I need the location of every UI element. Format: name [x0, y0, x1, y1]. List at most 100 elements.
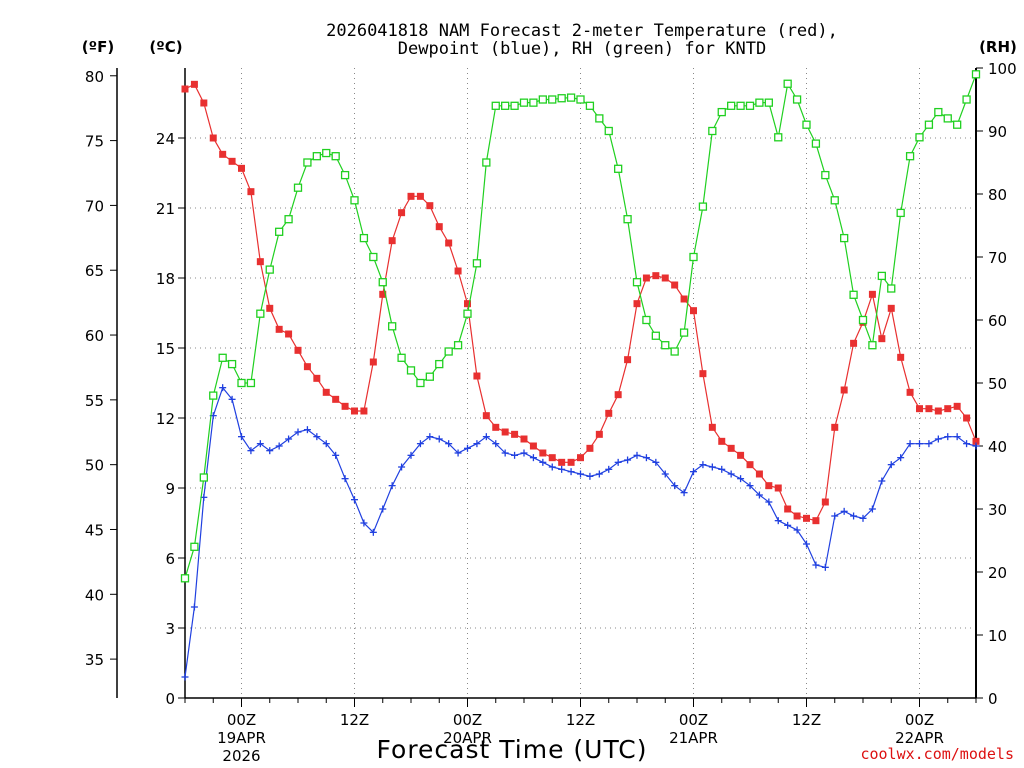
celsius-axis: 0 3 6 9 12 15 18 21 24 [156, 130, 185, 708]
temperature-point [529, 442, 537, 450]
dewpoint-point [737, 475, 745, 483]
time-tick-label: 00Z [679, 711, 708, 729]
dewpoint-point [360, 519, 368, 527]
rh-point [661, 341, 670, 350]
time-tick-date: 21APR [669, 729, 718, 747]
dewpoint-point [718, 465, 726, 473]
rh-point [679, 328, 689, 337]
rh-point [538, 95, 547, 104]
temperature-point [925, 405, 933, 413]
temperature-point [887, 304, 895, 312]
temperature-point [388, 237, 396, 245]
rh-point [180, 574, 190, 583]
dewpoint-point [482, 433, 490, 441]
rh-point [482, 158, 491, 167]
dewpoint-point [765, 498, 773, 506]
rh-point [849, 290, 858, 299]
temperature-point [718, 437, 726, 445]
series-layer [180, 70, 981, 681]
rh-point [566, 93, 576, 102]
dewpoint-point [934, 435, 942, 443]
temperature-point [285, 330, 293, 338]
dewpoint-point [275, 442, 283, 450]
dewpoint-point [539, 458, 547, 466]
temperature-point [247, 188, 255, 196]
temperature-point [727, 444, 735, 452]
fahrenheit-tick-label: 40 [85, 586, 104, 604]
rh-point [877, 271, 886, 281]
rh-point [962, 95, 971, 104]
rh-point [397, 353, 406, 362]
dewpoint-point [652, 458, 660, 466]
dewpoint-point [690, 468, 697, 476]
temperature-point [266, 304, 274, 312]
temperature-point [784, 505, 792, 513]
temperature-point [209, 134, 217, 142]
fahrenheit-axis: 35 40 45 50 55 60 65 70 75 80 [85, 68, 117, 669]
temperature-point [332, 395, 340, 403]
dewpoint-point [548, 463, 556, 471]
fahrenheit-tick-label: 35 [85, 651, 104, 669]
rh-point [265, 265, 274, 274]
rh-point [340, 170, 350, 180]
dewpoint-point [859, 514, 867, 522]
dewpoint-point [642, 454, 650, 462]
dewpoint-point [614, 458, 622, 466]
celsius-tick-label: 12 [156, 410, 175, 428]
rh-point [943, 114, 952, 123]
rh-point [331, 152, 340, 161]
time-tick-date: 22APR [895, 729, 944, 747]
fahrenheit-tick-label: 65 [85, 262, 104, 280]
rh-point [444, 347, 453, 356]
temperature-point [548, 454, 556, 462]
rh-point [792, 95, 802, 104]
temperature-point [407, 192, 415, 200]
rh-point [312, 152, 321, 161]
dewpoint-point [577, 470, 584, 478]
rh-point [604, 126, 613, 136]
rh-point [736, 101, 745, 110]
rh-unit-label: (RH) [979, 38, 1017, 56]
temperature-point [897, 353, 905, 361]
dewpoint-point [727, 470, 735, 478]
dewpoint-point [266, 447, 274, 455]
time-tick-label: 12Z [566, 711, 595, 729]
rh-tick-label: 0 [988, 690, 998, 708]
rh-point [896, 208, 905, 218]
rh-point [868, 341, 877, 350]
dewpoint-point [708, 463, 716, 471]
celsius-tick-label: 6 [165, 550, 175, 568]
celsius-unit-label: (ºC) [149, 38, 182, 56]
dewpoint-point [586, 472, 594, 480]
time-tick-label: 12Z [340, 711, 369, 729]
dewpoint-point [454, 449, 462, 457]
dewpoint-point [520, 449, 528, 457]
dewpoint-point [812, 561, 820, 569]
rh-point [576, 95, 585, 104]
series-line [184, 74, 977, 579]
temperature-point [398, 209, 406, 217]
temperature-point [793, 512, 801, 520]
rh-point [783, 79, 792, 88]
dewpoint-point [963, 440, 971, 448]
dewpoint-point [784, 521, 792, 529]
temperature-point [341, 402, 349, 410]
rh-point [227, 359, 237, 369]
dewpoint-point [605, 465, 613, 473]
series-temperature [181, 80, 980, 525]
dewpoint-point [416, 440, 424, 448]
temperature-point [944, 405, 952, 413]
rh-point [755, 98, 764, 107]
rh-tick-label: 100 [988, 60, 1017, 78]
series-rh [180, 70, 981, 583]
dewpoint-point [755, 491, 763, 499]
rh-tick-label: 70 [988, 249, 1007, 267]
rh-tick-label: 10 [988, 627, 1007, 645]
dewpoint-point [868, 505, 876, 513]
temperature-point [934, 407, 942, 415]
temperature-point [492, 423, 500, 431]
credit-text: coolwx.com/models [860, 745, 1014, 763]
temperature-point [558, 458, 566, 466]
temperature-point [803, 514, 810, 522]
rh-point [764, 98, 773, 107]
